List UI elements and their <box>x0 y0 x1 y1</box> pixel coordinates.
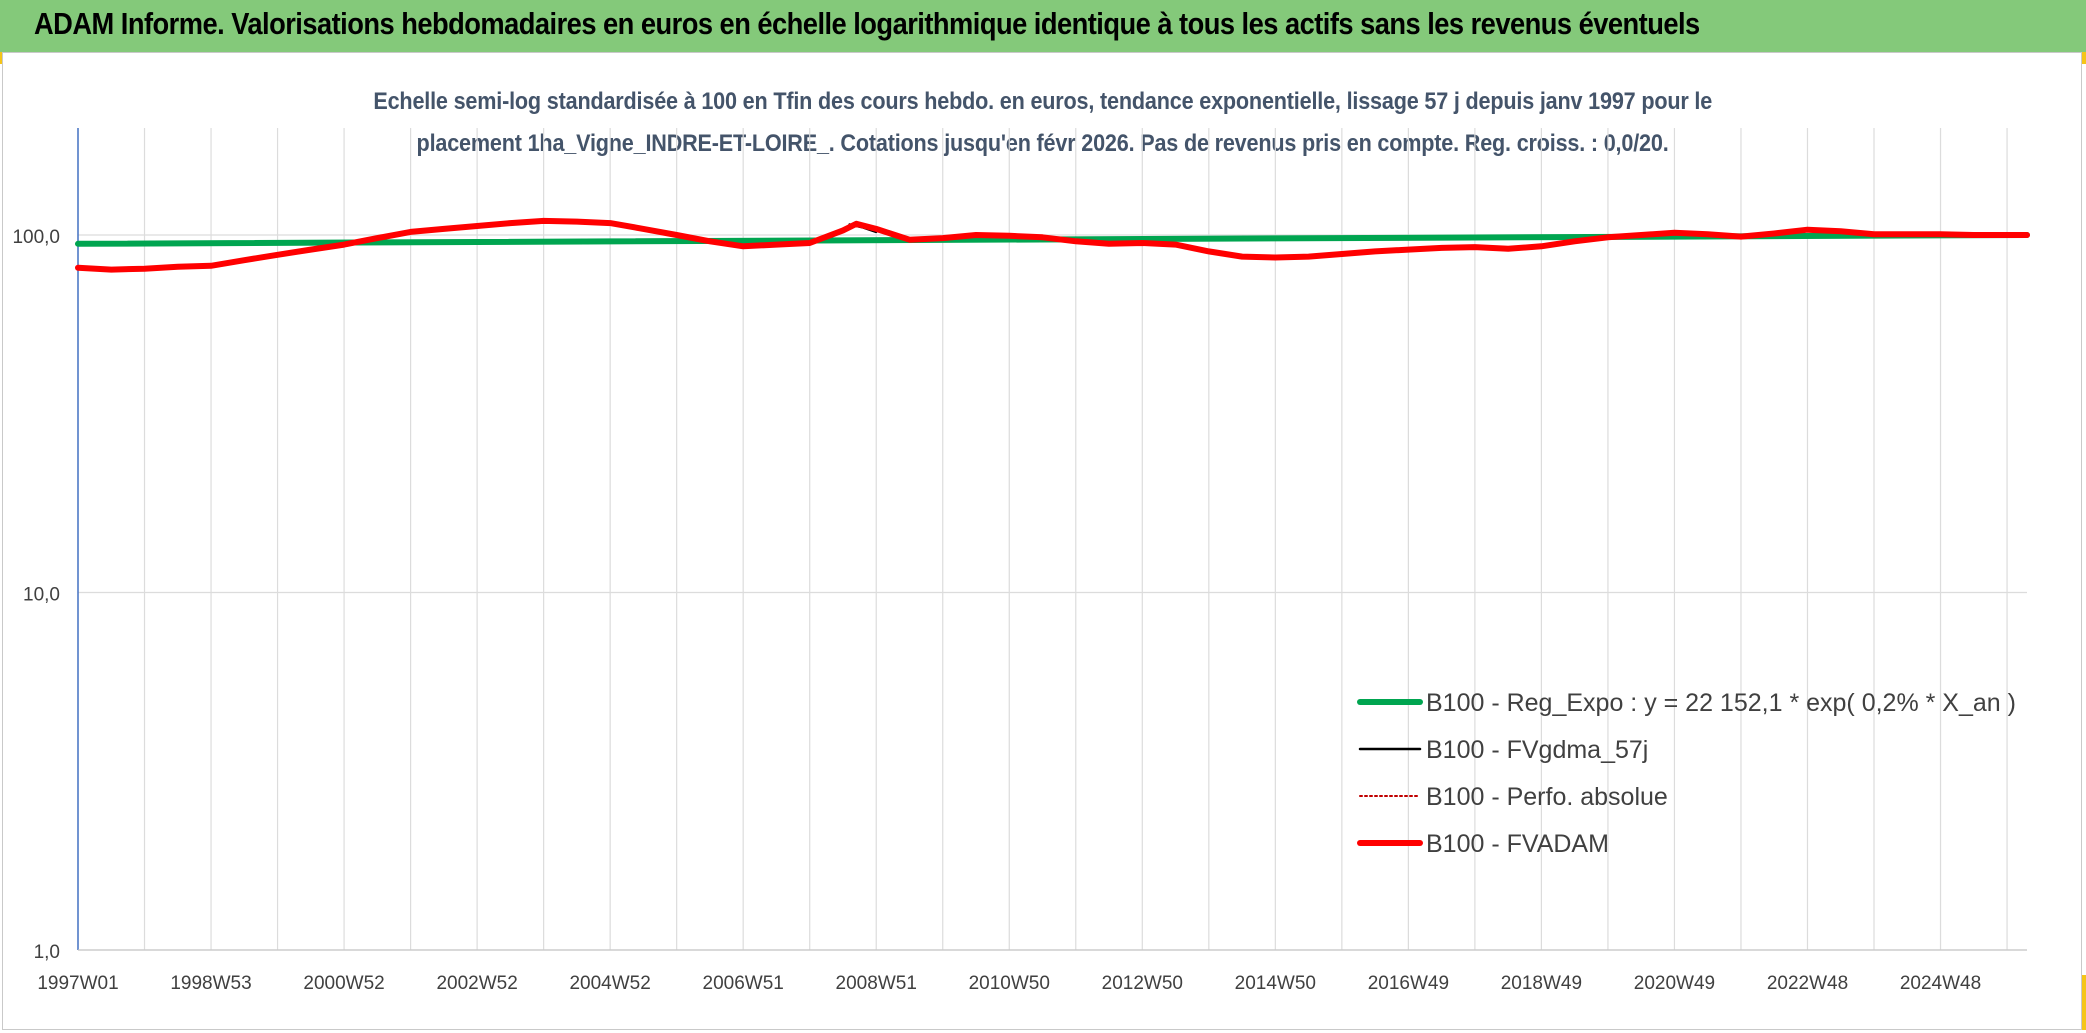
grid-lines <box>77 128 2027 951</box>
legend-label-3: B100 - Perfo. absolue <box>1426 783 1668 811</box>
x-tick-label: 2010W50 <box>969 973 1050 994</box>
legend: B100 - Reg_Expo : y = 22 152,1 * exp( 0,… <box>1357 689 2016 858</box>
x-tick-label: 2012W50 <box>1102 973 1183 994</box>
series-lines <box>75 217 2030 273</box>
x-tick-label: 2002W52 <box>436 973 517 994</box>
x-tick-label: 2004W52 <box>569 973 650 994</box>
chart-title-line-2-text: placement 1ha_Vigne_INDRE-ET-LOIRE_. Cot… <box>417 130 1669 157</box>
legend-label-4: B100 - FVADAM <box>1426 830 1609 858</box>
x-tick-label: 2014W50 <box>1235 973 1316 994</box>
legend-label-2: B100 - FVgdma_57j <box>1426 736 1648 764</box>
chart-title-line-1-text: Echelle semi-log standardisée à 100 en T… <box>373 88 1713 115</box>
tick-labels: 1,0 10,0 100,0 1997W01 1998W53 2000W52 2002W52… <box>12 227 1981 994</box>
y-tick-label: 100,0 <box>12 227 60 248</box>
report-title: ADAM Informe. Valorisations hebdomadaire… <box>34 6 1700 41</box>
x-tick-label: 2024W48 <box>1900 973 1981 994</box>
chart-frame <box>2 52 2082 1030</box>
report-banner: ADAM Informe. Valorisations hebdomadaire… <box>0 0 2086 52</box>
x-tick-label: 2020W49 <box>1634 973 1715 994</box>
x-tick-label: 2022W48 <box>1767 973 1848 994</box>
y-tick-label: 1,0 <box>34 942 60 963</box>
x-tick-label: 2006W51 <box>703 973 784 994</box>
x-tick-label: 1998W53 <box>170 973 251 994</box>
axes <box>77 128 2027 951</box>
chart-title-line-1: Echelle semi-log standardisée à 100 en T… <box>0 88 2086 116</box>
series-line-4 <box>75 217 2030 273</box>
chart-title-line-2: placement 1ha_Vigne_INDRE-ET-LOIRE_. Cot… <box>0 130 2086 158</box>
x-tick-label: 2008W51 <box>836 973 917 994</box>
x-tick-label: 1997W01 <box>37 973 118 994</box>
corner-marker-bottom-right <box>2082 975 2086 1030</box>
legend-label-1: B100 - Reg_Expo : y = 22 152,1 * exp( 0,… <box>1426 689 2016 717</box>
x-tick-label: 2000W52 <box>303 973 384 994</box>
y-tick-label: 10,0 <box>23 585 60 606</box>
x-tick-label: 2018W49 <box>1501 973 1582 994</box>
x-tick-label: 2016W49 <box>1368 973 1449 994</box>
